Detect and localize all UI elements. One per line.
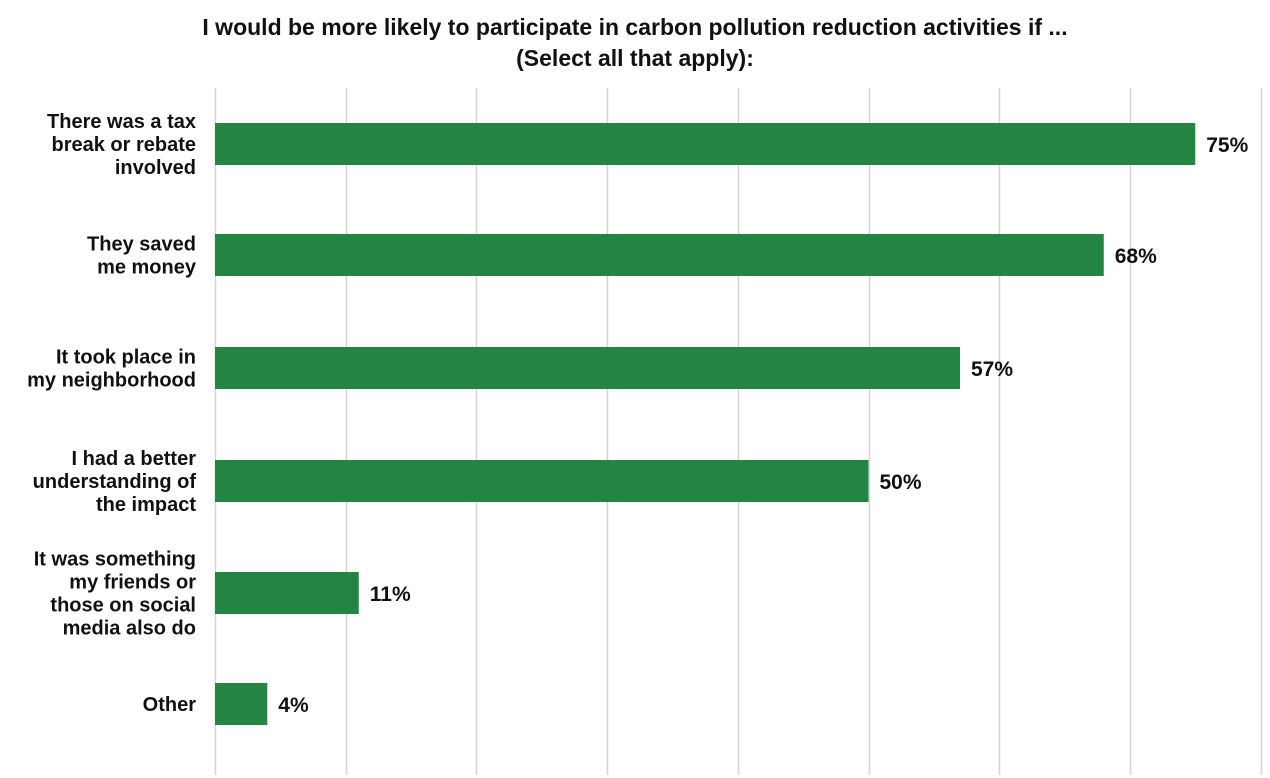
bar-5: [215, 683, 268, 725]
category-labels: There was a tax break or rebate involvedTh…: [27, 111, 197, 716]
value-label-1: 68%: [1115, 245, 1157, 268]
category-label-3-line-2: the impact: [96, 494, 196, 516]
category-label-0-line-0: There was a tax: [47, 111, 196, 133]
bars: [215, 123, 1196, 725]
bar-2: [215, 347, 960, 389]
category-label-2: It took place in my neighborhood: [27, 347, 196, 392]
category-label-0-line-1: break or rebate: [51, 134, 196, 156]
gridlines: [214, 88, 1263, 775]
value-label-4: 11%: [370, 583, 411, 606]
category-label-5: Other: [143, 694, 197, 716]
category-label-1-line-0: They saved: [87, 234, 196, 256]
value-label-0: 75%: [1206, 134, 1248, 157]
bar-0: [215, 123, 1196, 165]
category-label-4-line-1: my friends or: [69, 572, 196, 594]
bar-4: [215, 572, 359, 614]
category-label-4: It was something my friends or those on so…: [34, 549, 196, 640]
bar-3: [215, 460, 869, 502]
category-label-5-line-0: Other: [143, 694, 197, 716]
category-label-0-line-2: involved: [115, 157, 196, 179]
category-label-3-line-0: I had a better: [72, 448, 197, 470]
category-label-3-line-1: understanding of: [33, 471, 197, 493]
category-label-2-line-0: It took place in: [56, 347, 196, 369]
category-label-4-line-2: those on social: [50, 595, 196, 617]
category-label-1-line-1: me money: [97, 257, 197, 279]
value-labels: 75% 68% 57% 50% 11% 4%: [278, 134, 1248, 717]
value-label-2: 57%: [971, 358, 1013, 381]
category-label-0: There was a tax break or rebate involved: [47, 111, 196, 179]
category-label-4-line-0: It was something: [34, 549, 196, 571]
chart-title: I would be more likely to participate in…: [0, 12, 1270, 74]
value-label-3: 50%: [880, 471, 922, 494]
chart-title-line-2: (Select all that apply):: [516, 45, 754, 71]
value-label-5: 4%: [278, 694, 309, 717]
category-label-4-line-3: media also do: [63, 618, 196, 640]
category-label-2-line-1: my neighborhood: [27, 370, 196, 392]
bar-1: [215, 234, 1104, 276]
chart-title-line-1: I would be more likely to participate in…: [202, 14, 1068, 40]
category-label-1: They saved me money: [87, 234, 197, 279]
category-label-3: I had a better understanding of the impact: [33, 448, 197, 516]
